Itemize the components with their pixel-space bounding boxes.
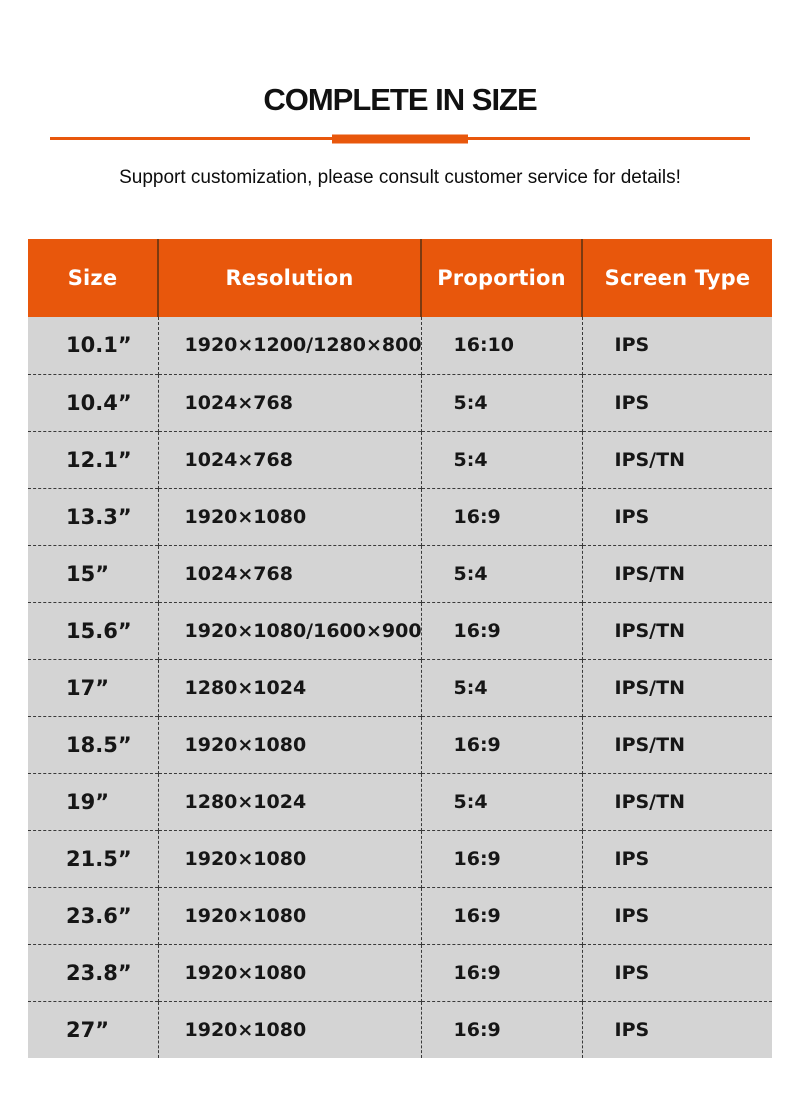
page-subtitle: Support customization, please consult cu… (119, 167, 681, 188)
spec-table-header: Size Resolution Proportion Screen Type (28, 239, 772, 317)
table-row: 12.1” 1024×768 5:4 IPS/TN (28, 430, 772, 488)
cell-screen-type: IPS (581, 943, 772, 1001)
table-row: 13.3” 1920×1080 16:9 IPS (28, 487, 772, 545)
page-title: COMPLETE IN SIZE (263, 82, 537, 117)
cell-resolution: 1024×768 (157, 544, 421, 602)
cell-resolution: 1920×1080 (157, 886, 421, 944)
cell-screen-type: IPS/TN (581, 772, 772, 830)
cell-proportion: 16:9 (420, 829, 582, 887)
cell-screen-type: IPS/TN (581, 544, 772, 602)
cell-size: 21.5” (28, 829, 158, 887)
table-row: 15” 1024×768 5:4 IPS/TN (28, 544, 772, 602)
table-row: 27” 1920×1080 16:9 IPS (28, 1000, 772, 1058)
cell-size: 18.5” (28, 715, 158, 773)
cell-resolution: 1024×768 (157, 430, 421, 488)
column-header-resolution: Resolution (157, 239, 421, 317)
cell-size: 23.6” (28, 886, 158, 944)
cell-size: 13.3” (28, 487, 158, 545)
cell-proportion: 16:9 (420, 715, 582, 773)
cell-proportion: 16:10 (420, 317, 582, 374)
cell-proportion: 5:4 (420, 544, 582, 602)
cell-proportion: 16:9 (420, 943, 582, 1001)
cell-proportion: 16:9 (420, 886, 582, 944)
cell-resolution: 1920×1080 (157, 715, 421, 773)
table-row: 10.4” 1024×768 5:4 IPS (28, 373, 772, 431)
cell-size: 15” (28, 544, 158, 602)
cell-resolution: 1920×1080 (157, 829, 421, 887)
column-header-size: Size (28, 239, 158, 317)
cell-screen-type: IPS/TN (581, 430, 772, 488)
cell-proportion: 16:9 (420, 1000, 582, 1058)
cell-resolution: 1920×1080/1600×900 (157, 601, 422, 659)
cell-screen-type: IPS/TN (581, 715, 772, 773)
cell-screen-type: IPS (581, 886, 772, 944)
cell-size: 27” (28, 1000, 158, 1058)
cell-proportion: 5:4 (420, 772, 582, 830)
title-divider-accent-bar (332, 134, 468, 143)
cell-proportion: 16:9 (420, 487, 582, 545)
cell-screen-type: IPS (581, 317, 772, 374)
cell-proportion: 16:9 (420, 601, 582, 659)
table-row: 10.1” 1920×1200/1280×800 16:10 IPS (28, 317, 772, 374)
cell-proportion: 5:4 (420, 373, 582, 431)
cell-size: 19” (28, 772, 158, 830)
cell-resolution: 1280×1024 (157, 658, 421, 716)
column-header-proportion: Proportion (420, 239, 582, 317)
table-row: 23.8” 1920×1080 16:9 IPS (28, 943, 772, 1001)
cell-resolution: 1920×1080 (157, 1000, 421, 1058)
cell-screen-type: IPS (581, 1000, 772, 1058)
cell-screen-type: IPS/TN (581, 658, 772, 716)
spec-table-body: 10.1” 1920×1200/1280×800 16:10 IPS 10.4” 1024… (28, 317, 772, 1058)
cell-size: 23.8” (28, 943, 158, 1001)
table-row: 21.5” 1920×1080 16:9 IPS (28, 829, 772, 887)
cell-screen-type: IPS (581, 829, 772, 887)
cell-resolution: 1920×1080 (157, 487, 421, 545)
cell-resolution: 1920×1080 (157, 943, 421, 1001)
cell-screen-type: IPS (581, 373, 772, 431)
table-row: 18.5” 1920×1080 16:9 IPS/TN (28, 715, 772, 773)
cell-screen-type: IPS (581, 487, 772, 545)
cell-resolution: 1280×1024 (157, 772, 421, 830)
cell-screen-type: IPS/TN (581, 601, 772, 659)
cell-size: 15.6” (28, 601, 158, 659)
cell-size: 10.4” (28, 373, 158, 431)
title-divider (50, 134, 750, 143)
header-row: Size Resolution Proportion Screen Type (28, 239, 772, 317)
table-row: 19” 1280×1024 5:4 IPS/TN (28, 772, 772, 830)
table-row: 23.6” 1920×1080 16:9 IPS (28, 886, 772, 944)
cell-proportion: 5:4 (420, 430, 582, 488)
cell-size: 10.1” (28, 317, 158, 374)
cell-resolution: 1024×768 (157, 373, 421, 431)
cell-size: 17” (28, 658, 158, 716)
cell-size: 12.1” (28, 430, 158, 488)
table-row: 17” 1280×1024 5:4 IPS/TN (28, 658, 772, 716)
spec-table: Size Resolution Proportion Screen Type 1… (28, 239, 772, 1058)
table-row: 15.6” 1920×1080/1600×900 16:9 IPS/TN (28, 601, 772, 659)
column-header-screen-type: Screen Type (581, 239, 772, 317)
cell-resolution: 1920×1200/1280×800 (157, 317, 422, 374)
cell-proportion: 5:4 (420, 658, 582, 716)
